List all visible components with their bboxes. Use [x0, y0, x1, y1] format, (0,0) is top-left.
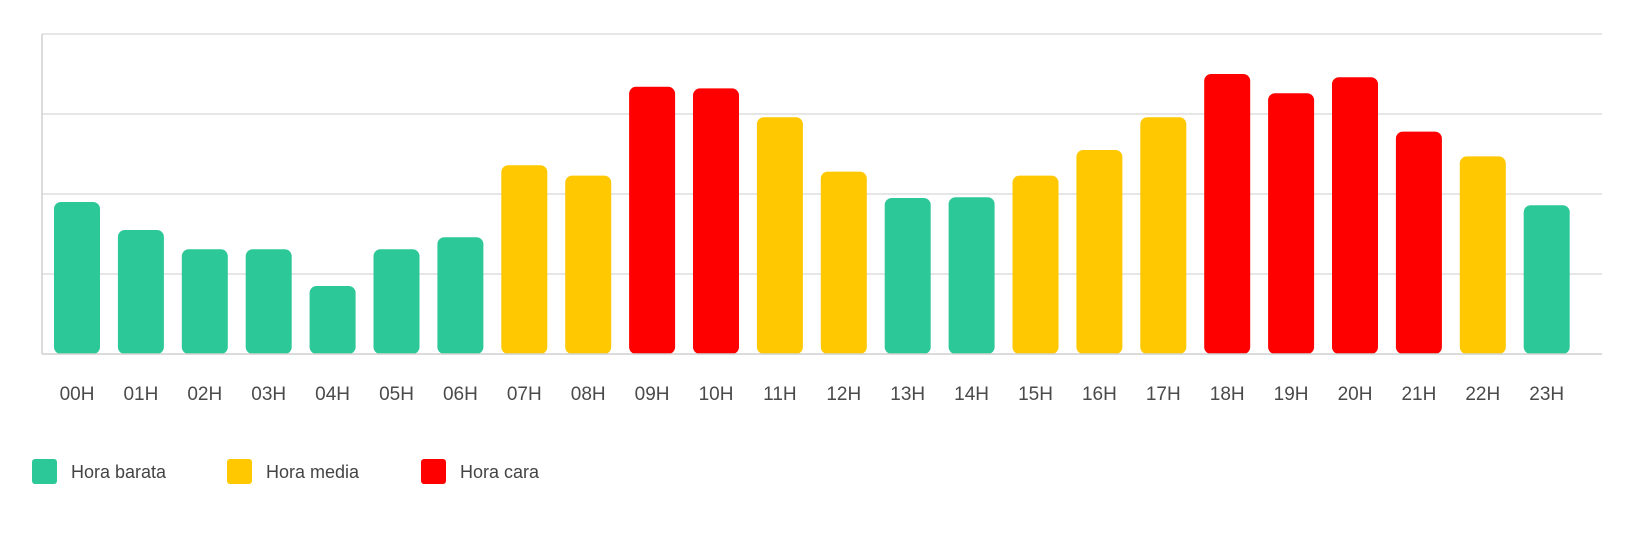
x-tick-label: 01H [123, 384, 158, 405]
x-tick-label: 09H [635, 384, 670, 405]
x-tick-label: 18H [1210, 384, 1245, 405]
legend-label-cara: Hora cara [460, 462, 540, 482]
bar-13h [884, 198, 931, 354]
x-tick-label: 16H [1082, 384, 1117, 405]
bar-07h [501, 165, 548, 354]
x-tick-label: 22H [1465, 384, 1500, 405]
x-tick-label: 05H [379, 384, 414, 405]
legend-swatch-barata [32, 459, 57, 484]
legend-swatch-media [227, 459, 252, 484]
bar-08h [565, 175, 612, 354]
bar-02h [181, 249, 228, 354]
x-tick-label: 20H [1338, 384, 1373, 405]
bar-01h [117, 230, 164, 354]
bars-group [54, 74, 1570, 355]
bar-11h [756, 117, 803, 354]
bar-05h [373, 249, 420, 354]
bar-16h [1076, 150, 1123, 354]
x-tick-label: 17H [1146, 384, 1181, 405]
x-tick-label: 13H [890, 384, 925, 405]
bar-00h [54, 202, 100, 354]
x-tick-label: 11H [763, 384, 796, 405]
x-tick-label: 10H [699, 384, 734, 405]
x-tick-label: 23H [1529, 384, 1564, 405]
bar-09h [629, 86, 676, 355]
bar-21h [1395, 131, 1442, 354]
bar-15h [1012, 175, 1059, 354]
x-tick-label: 19H [1274, 384, 1309, 405]
bar-17h [1140, 117, 1187, 354]
x-tick-label: 21H [1401, 384, 1436, 405]
x-tick-label: 15H [1018, 384, 1053, 405]
legend-swatch-cara [421, 459, 446, 484]
bar-22h [1459, 156, 1506, 354]
legend-label-media: Hora media [266, 462, 360, 482]
bar-14h [948, 197, 995, 354]
legend-label-barata: Hora barata [71, 462, 167, 482]
x-tick-label: 04H [315, 384, 350, 405]
x-tick-label: 07H [507, 384, 542, 405]
legend: Hora barata Hora media Hora cara [32, 459, 540, 484]
bar-04h [309, 286, 356, 354]
bar-18h [1204, 74, 1251, 354]
bar-06h [437, 237, 484, 354]
bar-23h [1523, 205, 1570, 354]
x-tick-label: 14H [954, 384, 989, 405]
bar-19h [1268, 93, 1315, 354]
x-tick-label: 02H [187, 384, 222, 405]
bar-20h [1332, 77, 1378, 354]
bar-12h [820, 171, 867, 354]
bar-10h [693, 88, 739, 355]
x-tick-label: 03H [251, 384, 286, 405]
x-tick-labels: 00H 01H 02H 03H 04H 05H 06H 07H 08H 09H 10H 11H 12H 1… [60, 384, 1565, 405]
x-tick-label: 12H [826, 384, 861, 405]
x-tick-label: 06H [443, 384, 478, 405]
x-tick-label: 08H [571, 384, 606, 405]
bar-03h [245, 249, 292, 354]
x-tick-label: 00H [60, 384, 95, 405]
